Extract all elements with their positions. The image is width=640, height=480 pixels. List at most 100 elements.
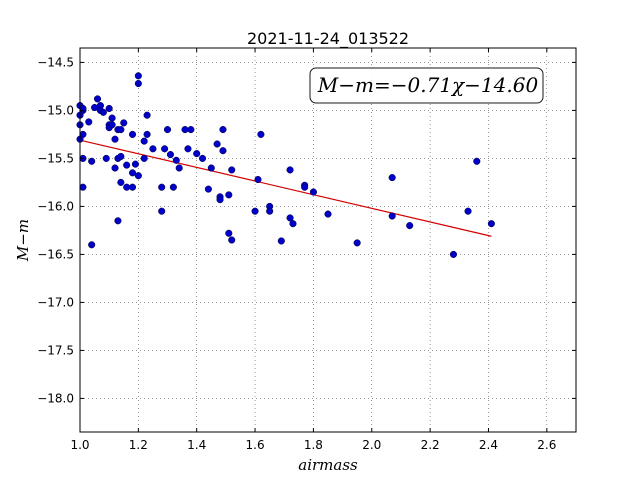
data-point [228, 166, 236, 174]
data-point [254, 175, 262, 184]
fit-line [79, 139, 492, 237]
data-point [228, 236, 236, 244]
data-point [108, 121, 116, 129]
data-point [117, 126, 125, 134]
y-tick-label: −15.0 [37, 103, 74, 117]
data-point [277, 237, 285, 245]
data-point [187, 126, 195, 134]
data-point [219, 147, 227, 155]
data-point [79, 183, 87, 191]
data-point [487, 220, 495, 228]
data-point [128, 183, 137, 191]
data-point [406, 222, 414, 230]
data-point [123, 161, 131, 169]
data-point [172, 156, 180, 164]
chart-title: 2021-11-24_013522 [247, 29, 409, 49]
data-point [88, 157, 96, 165]
data-point [286, 214, 294, 222]
data-point [140, 137, 148, 145]
data-point [117, 152, 125, 161]
y-tick-label: −16.0 [37, 199, 74, 213]
data-point [193, 150, 201, 158]
x-tick-label: 1.6 [246, 438, 265, 452]
data-point [289, 220, 297, 228]
data-point [216, 196, 224, 204]
data-point [128, 130, 137, 138]
data-point [158, 183, 166, 191]
data-point [169, 183, 177, 191]
data-point [88, 241, 96, 249]
axis-ticks [79, 48, 576, 432]
data-point [108, 114, 116, 122]
y-tick-label: −15.5 [37, 151, 74, 165]
data-point [207, 164, 215, 172]
data-point [301, 183, 309, 191]
y-tick-label: −18.0 [37, 391, 74, 405]
data-point [134, 172, 142, 180]
plot-area-frame [79, 47, 577, 433]
data-point [105, 104, 113, 113]
data-point [166, 151, 174, 159]
y-tick-label: −17.0 [37, 295, 74, 309]
data-point [143, 130, 151, 138]
x-axis-label: airmass [298, 456, 358, 474]
data-point [388, 174, 396, 182]
data-point [134, 79, 142, 88]
data-point [225, 191, 233, 199]
data-point [449, 250, 458, 258]
data-point [251, 207, 259, 215]
x-tick-labels: 1.0 1.2 1.4 1.6 1.8 2.0 2.2 2.4 2.6 [70, 438, 556, 452]
fit-equation-box: M−m=−0.71χ−14.60 [309, 67, 544, 104]
y-tick-labels: −14.5 −15.0 −15.5 −16.0 −16.5 −17.0 −17.5 −18.0 [37, 55, 74, 405]
x-tick-label: 1.0 [70, 438, 89, 452]
x-tick-label: 1.4 [187, 438, 206, 452]
data-point [175, 164, 183, 172]
data-point [266, 207, 274, 215]
data-point [257, 130, 265, 138]
data-point [149, 145, 157, 153]
data-point [163, 126, 172, 134]
data-point [102, 154, 110, 162]
data-point [114, 217, 122, 225]
data-point [93, 95, 102, 103]
x-tick-label: 2.4 [479, 438, 498, 452]
x-tick-label: 1.8 [304, 438, 323, 452]
data-point [219, 126, 227, 134]
data-point [309, 188, 317, 196]
data-point [143, 111, 151, 119]
y-tick-label: −14.5 [37, 55, 74, 69]
fit-equation-label: M−m=−0.71χ−14.60 [317, 73, 539, 97]
data-point [85, 118, 93, 126]
data-point [184, 145, 192, 153]
data-point [131, 160, 139, 168]
x-tick-label: 2.2 [421, 438, 440, 452]
data-point [225, 229, 233, 237]
data-point [158, 207, 166, 215]
x-tick-label: 1.2 [129, 438, 148, 452]
data-point [99, 108, 107, 116]
data-point [213, 140, 221, 148]
grid-lines [80, 48, 576, 432]
data-point [198, 154, 207, 162]
data-point [286, 166, 294, 174]
data-point [464, 207, 472, 215]
data-point [353, 239, 361, 247]
y-axis-label: M−m [14, 219, 32, 262]
x-tick-label: 2.6 [537, 438, 556, 452]
data-point [204, 185, 212, 193]
data-point [128, 169, 137, 177]
data-point [161, 145, 169, 153]
data-point [134, 72, 142, 80]
fit-line-group [79, 139, 492, 237]
data-point [324, 210, 332, 218]
data-point [111, 135, 119, 143]
data-point [140, 154, 148, 162]
data-point [388, 212, 396, 220]
data-point [473, 157, 481, 165]
data-point [120, 119, 128, 127]
data-point [117, 178, 125, 186]
data-point [111, 164, 119, 172]
y-tick-label: −16.5 [37, 247, 74, 261]
y-tick-label: −17.5 [37, 343, 74, 357]
